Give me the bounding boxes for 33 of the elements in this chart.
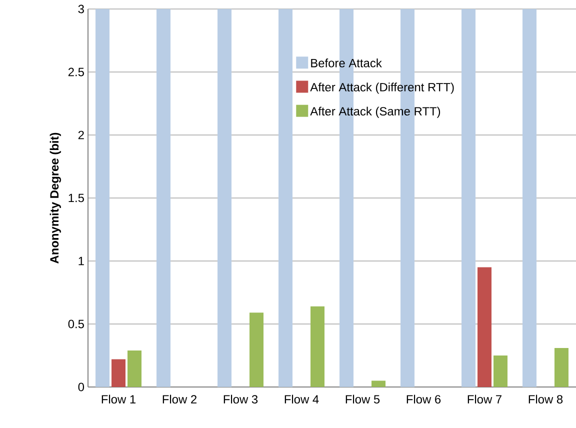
bar <box>112 359 126 387</box>
x-tick-label: Flow 3 <box>224 394 258 404</box>
bar <box>156 8 171 387</box>
legend-label: Before Attack <box>311 58 382 68</box>
y-tick-label: 1.5 <box>68 194 84 202</box>
bar <box>462 8 476 387</box>
x-tick-label: Flow 6 <box>406 394 441 404</box>
bar <box>249 312 264 387</box>
legend-label: After Attack (Same RTT) <box>310 106 440 118</box>
x-tick-label: Flow 5 <box>346 394 380 404</box>
y-tick-label: 2.5 <box>68 68 84 76</box>
y-axis-title: Anonymity Degree (bit) <box>50 132 62 264</box>
y-tick-label: 0.5 <box>68 320 84 328</box>
y-tick-label: 3 <box>78 4 84 14</box>
bar <box>493 356 508 387</box>
y-tick-label: 2 <box>78 130 84 140</box>
bar <box>371 380 386 387</box>
bar <box>477 267 492 387</box>
x-tick-label: Flow 4 <box>284 394 319 404</box>
x-tick-label: Flow 7 <box>468 394 502 404</box>
y-tick-label: 1 <box>78 256 84 266</box>
legend-label: After Attack (Different RTT) <box>310 82 454 94</box>
x-tick-label: Flow 8 <box>528 394 563 404</box>
bar <box>522 8 537 387</box>
bar <box>278 8 293 387</box>
bar <box>218 8 232 387</box>
y-tick-label: 0 <box>78 382 84 392</box>
bar <box>554 348 568 387</box>
x-tick-label: Flow 2 <box>162 394 196 404</box>
bar <box>96 8 110 387</box>
bar <box>127 350 142 387</box>
x-tick-label: Flow 1 <box>102 394 136 404</box>
bar <box>310 306 324 387</box>
